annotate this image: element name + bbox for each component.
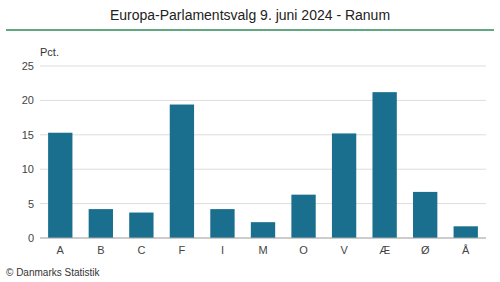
bar bbox=[251, 222, 275, 238]
bar bbox=[454, 226, 478, 238]
chart-svg: Europa-Parlamentsvalg 9. juni 2024 - Ran… bbox=[0, 0, 500, 282]
bar bbox=[413, 192, 437, 238]
title: Europa-Parlamentsvalg 9. juni 2024 - Ran… bbox=[110, 7, 390, 23]
x-axis-line bbox=[40, 238, 486, 239]
y-tick-label: 0 bbox=[28, 232, 34, 244]
y-tick-label: 10 bbox=[22, 163, 34, 175]
y-axis-label: Pct. bbox=[40, 46, 59, 58]
x-tick-label: A bbox=[57, 244, 65, 256]
bar bbox=[291, 195, 315, 238]
footer: © Danmarks Statistik bbox=[6, 267, 101, 278]
y-tick-label: 5 bbox=[28, 198, 34, 210]
x-tick-label: Ø bbox=[421, 244, 430, 256]
grid-line bbox=[40, 66, 486, 67]
x-tick-label: I bbox=[221, 244, 224, 256]
bar bbox=[170, 105, 194, 238]
bar bbox=[210, 209, 234, 238]
x-tick-label: M bbox=[258, 244, 267, 256]
y-tick-label: 25 bbox=[22, 60, 34, 72]
bar bbox=[48, 133, 72, 238]
bar bbox=[129, 213, 153, 238]
y-tick-label: 15 bbox=[22, 129, 34, 141]
x-tick-label: Æ bbox=[379, 244, 390, 256]
bars bbox=[48, 92, 478, 238]
bar bbox=[372, 92, 396, 238]
grid-line bbox=[40, 100, 486, 101]
x-tick-label: V bbox=[340, 244, 348, 256]
grid-line bbox=[40, 134, 486, 135]
bar bbox=[89, 209, 113, 238]
x-tick-label: F bbox=[179, 244, 186, 256]
y-tick-label: 20 bbox=[22, 94, 34, 106]
x-tick-label: C bbox=[137, 244, 145, 256]
title-rule bbox=[6, 29, 494, 31]
x-tick-label: O bbox=[299, 244, 308, 256]
x-tick-label: Å bbox=[462, 244, 470, 256]
x-tick-label: B bbox=[97, 244, 104, 256]
grid-line bbox=[40, 238, 486, 239]
bar bbox=[332, 133, 356, 238]
chart-container: Europa-Parlamentsvalg 9. juni 2024 - Ran… bbox=[0, 0, 500, 282]
grid-line bbox=[40, 169, 486, 170]
